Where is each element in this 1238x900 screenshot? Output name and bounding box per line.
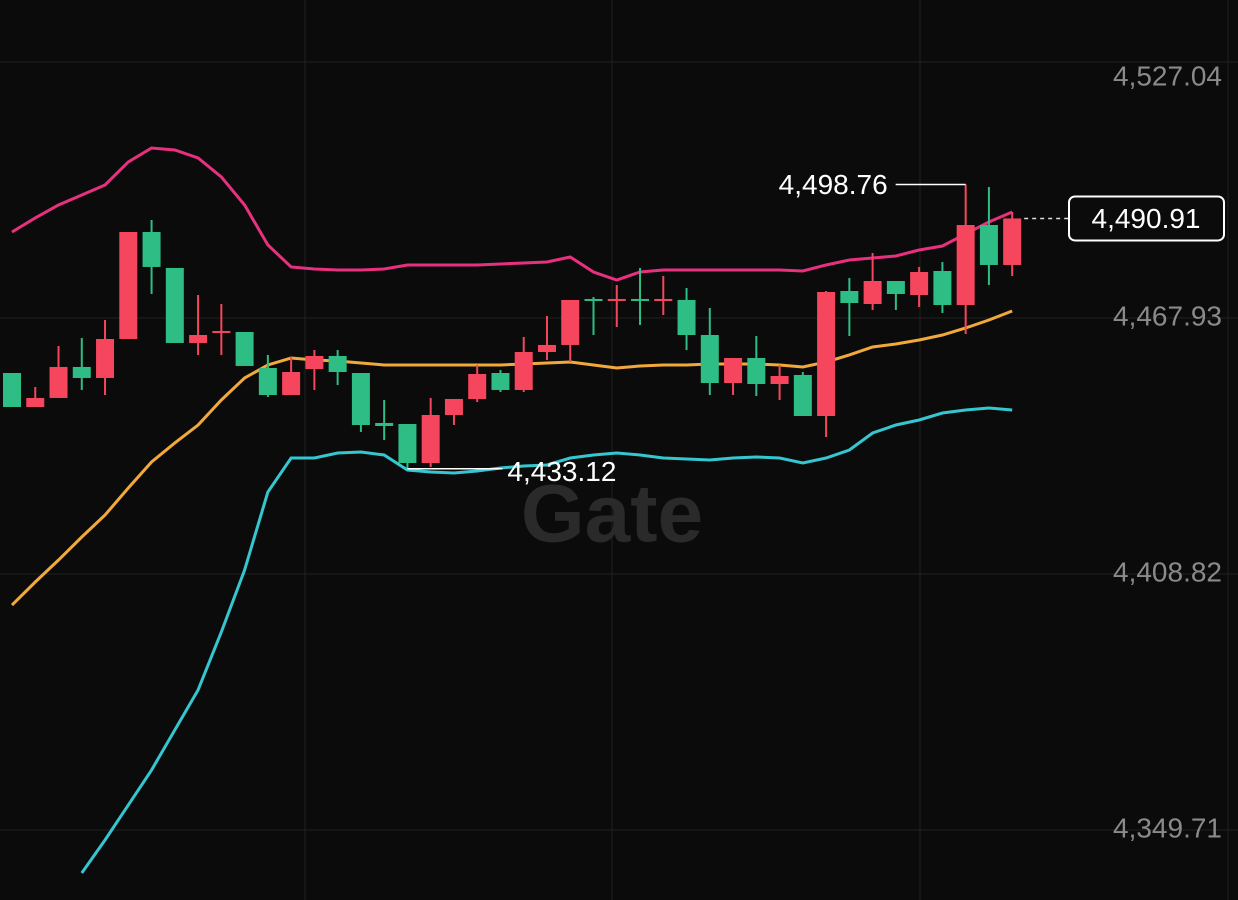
y-tick-label: 4,467.93 (1113, 300, 1222, 331)
candle-body (654, 298, 673, 301)
candle-body (910, 271, 929, 295)
candle-body (142, 231, 161, 267)
candle-body (817, 292, 836, 417)
candle-body (328, 355, 347, 372)
candle-body (375, 422, 394, 427)
candle-body (840, 291, 859, 304)
y-tick-label: 4,527.04 (1113, 60, 1222, 91)
candle-body (26, 397, 45, 407)
y-tick-label: 4,408.82 (1113, 556, 1222, 587)
low-marker-label: 4,433.12 (507, 456, 616, 487)
candle-body (3, 372, 21, 407)
candle-body (421, 415, 440, 463)
candle-body (96, 338, 115, 378)
high-marker-label: 4,498.76 (779, 169, 888, 200)
candle-body (979, 225, 998, 265)
candle-body (863, 281, 882, 304)
candle-body (398, 424, 417, 463)
candle-body (72, 366, 91, 378)
candle-body (119, 231, 138, 339)
vertical-grid (304, 0, 1229, 900)
candle-body (305, 355, 324, 370)
candle-body (165, 267, 184, 343)
candle-body (1003, 218, 1022, 265)
watermark: Gate (521, 469, 703, 560)
band-line (80, 406, 1013, 874)
candle-body (537, 344, 556, 352)
candle-body (49, 366, 68, 398)
candle-body (770, 375, 789, 384)
candle-body (607, 298, 626, 301)
candle-body (631, 298, 650, 301)
candle-body (561, 299, 580, 345)
candle-body (747, 358, 766, 384)
candle-body (491, 372, 510, 390)
last-price-box (1068, 195, 1225, 242)
candle-body (351, 372, 370, 426)
band-line (11, 146, 1013, 282)
candle-body (189, 335, 208, 343)
band-line (10, 309, 1013, 607)
candle-body (212, 330, 231, 333)
candle-body (444, 398, 463, 416)
candle-body (700, 335, 719, 383)
candle-body (258, 368, 277, 395)
candle-body (724, 358, 743, 383)
candle-body (468, 373, 487, 399)
last-price-label: 4,490.91 (1092, 203, 1201, 234)
candle-body (886, 281, 905, 294)
candle-body (514, 351, 533, 390)
candle-body (584, 298, 603, 301)
candle-body (956, 225, 975, 305)
candle-body (793, 374, 812, 417)
candle-body (282, 371, 301, 395)
candle-body (933, 270, 952, 305)
candle-body (677, 299, 696, 336)
y-tick-label: 4,349.71 (1113, 812, 1222, 843)
candle-body (235, 331, 254, 366)
